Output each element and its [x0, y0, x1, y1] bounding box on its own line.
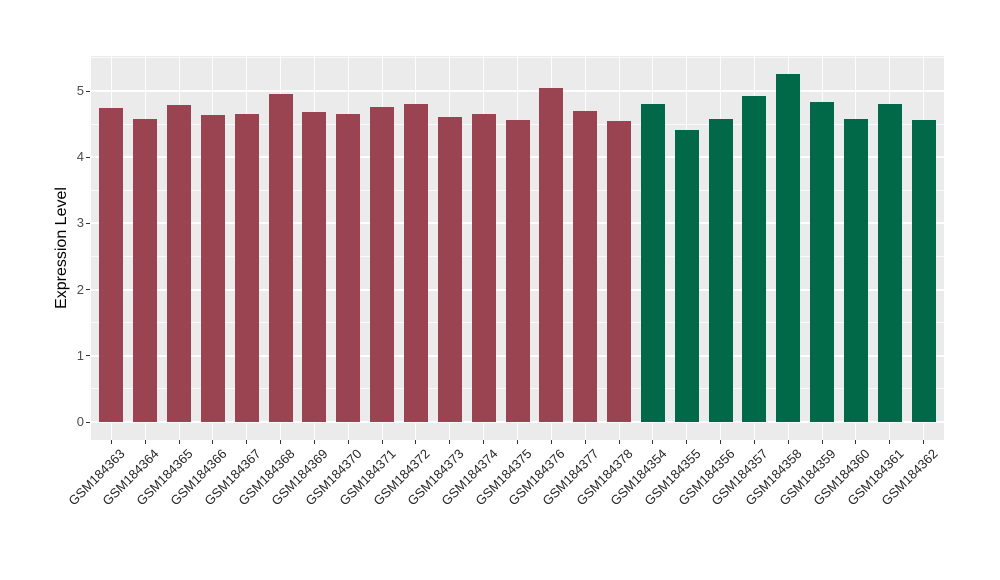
bar-GSM184368: [268, 94, 293, 422]
x-tick-mark: [550, 440, 552, 444]
bar-GSM184373: [437, 117, 462, 422]
bar-GSM184364: [133, 118, 158, 422]
x-tick-mark: [483, 440, 485, 444]
y-tick-label-0: 0: [76, 414, 84, 429]
y-tick-label-5: 5: [76, 83, 84, 98]
x-tick-mark: [313, 440, 315, 444]
x-tick-mark: [381, 440, 383, 444]
x-tick-mark: [110, 440, 112, 444]
bar-GSM184378: [607, 121, 632, 422]
x-tick-mark: [753, 440, 755, 444]
x-tick-mark: [246, 440, 248, 444]
x-tick-mark: [720, 440, 722, 444]
y-tick-label-4: 4: [76, 149, 84, 165]
bar-GSM184358: [776, 74, 801, 422]
y-tick-mark: [86, 355, 90, 357]
bar-GSM184370: [336, 114, 361, 422]
x-tick-mark: [855, 440, 857, 444]
y-tick-label-3: 3: [76, 215, 84, 231]
bar-GSM184376: [539, 87, 564, 422]
bar-GSM184359: [810, 102, 835, 422]
bar-GSM184355: [674, 130, 699, 422]
bar-GSM184375: [505, 120, 530, 422]
x-tick-mark: [584, 440, 586, 444]
y-tick-mark: [86, 90, 90, 92]
y-tick-mark: [86, 156, 90, 158]
bar-GSM184372: [403, 104, 428, 422]
bar-GSM184371: [370, 106, 395, 422]
x-tick-mark: [280, 440, 282, 444]
x-tick-mark: [923, 440, 925, 444]
x-tick-mark: [449, 440, 451, 444]
bar-GSM184366: [200, 114, 225, 422]
y-tick-label-2: 2: [76, 281, 84, 297]
y-tick-mark: [86, 421, 90, 423]
y-tick-label-1: 1: [76, 347, 84, 363]
x-tick-mark: [787, 440, 789, 444]
x-tick-mark: [347, 440, 349, 444]
bar-GSM184354: [640, 104, 665, 422]
bar-GSM184357: [742, 96, 767, 422]
x-tick-mark: [517, 440, 518, 444]
plot-panel: [91, 56, 944, 440]
bar-GSM184356: [708, 119, 733, 422]
bar-GSM184374: [471, 113, 496, 422]
x-tick-mark: [212, 440, 214, 444]
x-tick-mark: [144, 440, 146, 444]
y-tick-mark: [86, 222, 90, 224]
bar-GSM184367: [234, 113, 259, 422]
bar-GSM184363: [99, 108, 124, 422]
bar-GSM184369: [302, 111, 327, 422]
bar-GSM184362: [911, 120, 936, 422]
x-tick-mark: [415, 440, 417, 444]
x-tick-mark: [889, 440, 891, 444]
bar-GSM184377: [573, 110, 598, 422]
bar-GSM184361: [877, 103, 902, 422]
x-tick-mark: [821, 440, 823, 444]
bar-GSM184360: [843, 119, 868, 422]
x-tick-mark: [178, 440, 180, 444]
bar-GSM184365: [167, 104, 191, 422]
x-tick-mark: [652, 440, 654, 444]
x-tick-mark: [618, 440, 620, 444]
x-tick-mark: [686, 440, 688, 444]
y-tick-mark: [86, 289, 90, 291]
